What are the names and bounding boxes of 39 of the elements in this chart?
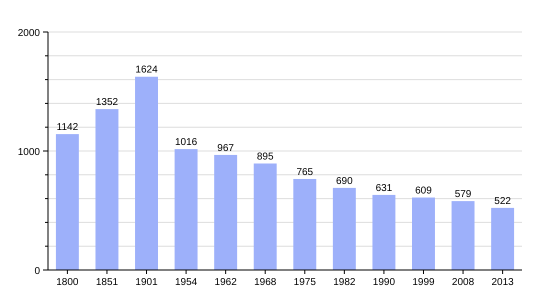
bar	[372, 194, 396, 270]
bar	[491, 208, 514, 270]
data-label: 1624	[135, 64, 158, 76]
data-label: 631	[376, 182, 393, 194]
x-tick-label: 1800	[56, 277, 79, 288]
x-tick-label: 1982	[333, 277, 356, 288]
y-tick-label: 0	[34, 266, 40, 277]
x-tick-label: 1968	[254, 277, 277, 288]
y-tick-label: 2000	[18, 28, 40, 39]
y-tick-label: 1000	[18, 147, 40, 158]
data-label: 895	[256, 151, 274, 162]
x-tick-label: 1999	[412, 277, 436, 288]
bar	[214, 154, 238, 270]
bar	[332, 188, 356, 270]
bar	[56, 134, 79, 270]
x-tick-label: 1901	[135, 277, 158, 288]
bar	[254, 163, 277, 270]
data-label: 522	[494, 196, 512, 207]
x-tick-label: 1990	[372, 277, 396, 288]
x-tick-label: 1954	[174, 277, 198, 288]
bar	[174, 149, 198, 270]
data-label: 1352	[96, 97, 119, 108]
bar	[412, 198, 435, 270]
data-label: 1142	[56, 122, 79, 134]
bar	[452, 201, 475, 270]
data-label: 967	[217, 142, 234, 154]
x-tick-label: 2008	[452, 277, 475, 288]
bar	[293, 178, 316, 270]
x-tick-label: 1851	[96, 277, 119, 288]
x-tick-label: 1975	[294, 277, 316, 288]
data-label: 579	[454, 189, 472, 200]
x-tick-label: 2013	[491, 277, 514, 288]
data-label: 765	[296, 166, 314, 178]
x-tick-label: 1962	[214, 277, 238, 288]
bar	[135, 76, 158, 270]
bar	[95, 109, 118, 270]
data-label: 609	[415, 186, 432, 197]
data-label: 690	[336, 176, 354, 187]
data-label: 1016	[174, 137, 198, 148]
